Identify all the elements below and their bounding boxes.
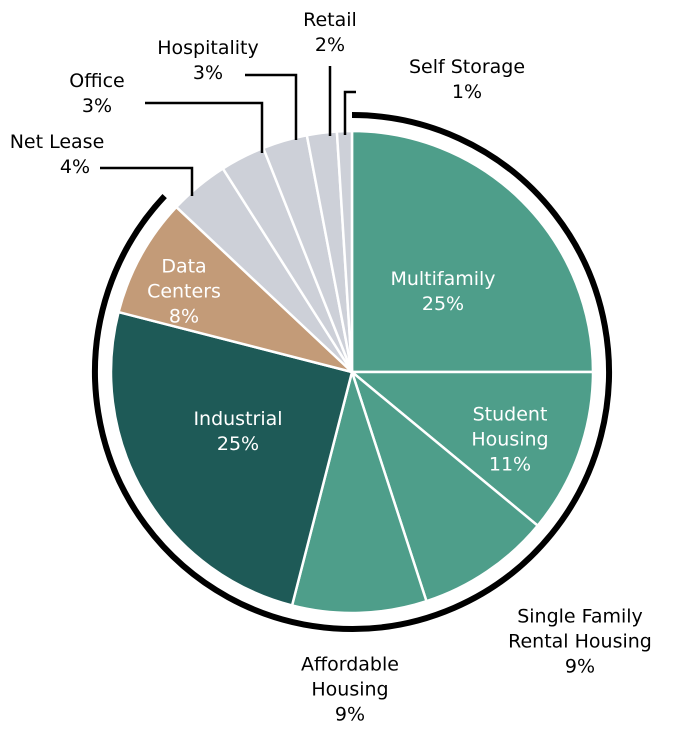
value-label: 9% [334,703,366,726]
slice-label: Data Centers 8% [144,255,224,330]
value-label: 4% [59,156,91,178]
value-label: 25% [421,293,465,315]
category-name: Office [69,70,125,92]
pie-slice [290,367,429,615]
slice-label: Single Family Rental Housing 9% [488,605,673,680]
slice-label: Affordable Housing 9% [280,653,420,728]
group-arc [92,112,612,632]
value-label: 3% [192,62,224,84]
leader-line [100,166,194,196]
category-name: Retail [303,9,357,31]
category-name: Multifamily [390,268,496,290]
value-label: 2% [314,34,346,56]
value-label: 8% [168,305,200,328]
slice-label: Student Housing 11% [455,403,565,478]
pie-slice [350,129,595,374]
value-label: 25% [216,433,260,455]
pie-slice [349,368,540,603]
slice-label: Net Lease 4% [0,130,117,180]
leader-line [343,90,356,135]
value-label: 11% [488,453,532,476]
slice-label: Industrial 25% [168,407,308,457]
leader-line [145,101,264,153]
slice-label: Retail 2% [280,8,380,58]
category-name: Student Housing [471,403,549,451]
slice-label: Office 3% [47,69,147,119]
pie-slice [117,205,353,374]
slice-label: Self Storage 1% [382,55,552,105]
value-label: 3% [81,95,113,117]
category-name: Net Lease [9,131,105,153]
pie-slice [348,370,595,528]
value-label: 9% [564,655,596,678]
category-name: Affordable Housing [301,653,399,701]
category-name: Hospitality [157,37,259,59]
category-name: Industrial [193,408,283,430]
category-name: Data Centers [147,255,221,303]
pie-slice [109,310,354,607]
slice-label: Multifamily 25% [373,267,513,317]
value-label: 1% [451,81,483,103]
leader-line [245,73,298,140]
category-name: Single Family Rental Housing [508,605,652,653]
slice-label: Hospitality 3% [133,36,283,86]
category-name: Self Storage [408,56,526,78]
